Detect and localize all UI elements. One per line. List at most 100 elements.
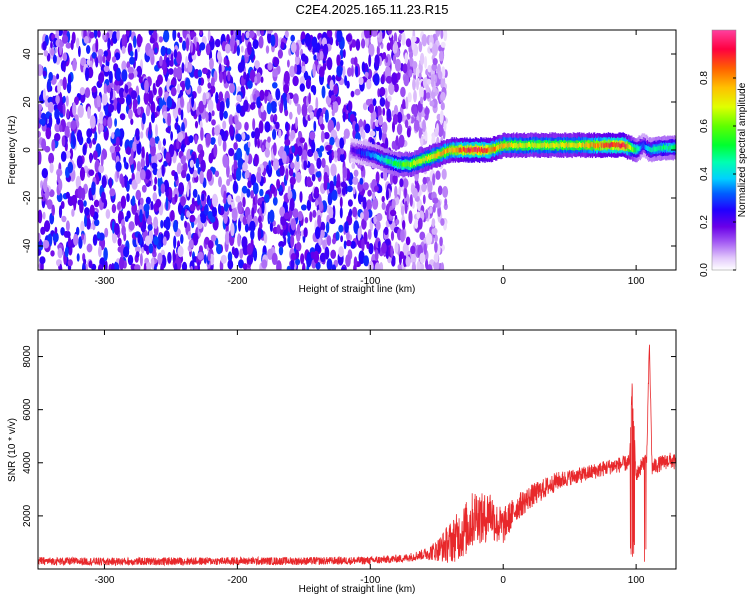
spectrogram-cell — [89, 31, 95, 39]
spectrogram-cell — [103, 83, 108, 95]
spectrogram-cell — [519, 142, 521, 147]
spectrogram-cell — [398, 134, 405, 148]
spectrogram-cell — [483, 148, 485, 153]
spectrogram-cell — [57, 243, 63, 250]
spectrogram-cell — [415, 161, 417, 166]
spectrogram-cell — [404, 119, 409, 128]
spectrogram-cell — [80, 187, 86, 201]
spectrogram-cell — [318, 200, 324, 212]
spectrogram-cell — [62, 95, 66, 103]
spectrogram-cell — [227, 251, 233, 263]
spectrogram-cell — [602, 142, 604, 147]
spectrogram-cell — [229, 124, 234, 137]
spectrogram-cell — [389, 209, 397, 217]
spectrogram-cell — [667, 146, 669, 151]
spectrogram-cell — [253, 153, 259, 167]
spectrogram-cell — [637, 145, 639, 151]
spectrogram-cell — [638, 146, 640, 152]
spectrogram-cell — [251, 207, 255, 220]
spectrogram-cell — [180, 155, 186, 165]
spectrogram-cell — [419, 231, 426, 241]
spectrogram-cell — [216, 243, 222, 255]
spectrogram-cell — [330, 163, 337, 177]
spectrogram-cell — [346, 185, 353, 193]
spectrogram-cell — [349, 113, 355, 123]
spectrogram-cell — [200, 127, 204, 141]
spectrogram-cell — [381, 195, 385, 203]
spectrogram-cell — [513, 143, 515, 149]
spectrogram-cell — [272, 196, 278, 206]
spectrogram-cell — [172, 249, 176, 264]
spectrogram-cell — [420, 96, 424, 105]
spectrogram-cell — [125, 94, 132, 106]
spectrogram-cell — [587, 143, 589, 149]
spectrogram-cell — [106, 84, 112, 94]
spectrogram-cell — [404, 186, 407, 199]
spectrogram-cell — [65, 191, 71, 199]
spectrogram-cell — [457, 147, 460, 153]
spectrogram-cell — [58, 205, 63, 219]
spectrogram-cell — [377, 115, 384, 126]
spectrogram-cell — [259, 89, 265, 102]
spectrogram-cell — [631, 146, 633, 151]
spectrogram-cell — [476, 148, 479, 153]
spectrogram-cell — [235, 167, 242, 181]
spectrogram-cell — [471, 147, 473, 153]
spectrogram-cell — [148, 121, 152, 136]
spectrogram-cell — [432, 197, 439, 204]
spectrogram-cell — [643, 144, 646, 150]
spectrogram-cell — [482, 148, 484, 154]
spectrogram-cell — [146, 262, 152, 270]
spectrogram-cell — [588, 143, 590, 149]
spectrogram-cell — [228, 174, 233, 182]
spectrogram-cell — [187, 62, 193, 73]
spectrogram-cell — [410, 253, 417, 265]
spectrogram-cell — [233, 180, 238, 193]
spectrogram-cell — [62, 76, 67, 90]
spectrogram-cell — [309, 111, 314, 120]
spectrogram-cell — [445, 149, 447, 155]
spectrogram-cell — [647, 146, 649, 151]
spectrogram-cell — [574, 143, 577, 148]
spectrogram-cell — [593, 143, 596, 149]
spectrogram-cell — [371, 152, 373, 158]
spectrogram-cell — [413, 160, 415, 166]
spectrogram-cell — [162, 236, 167, 246]
spectrogram-cell — [359, 177, 364, 185]
spectrogram-cell — [377, 88, 381, 98]
spectrogram-cell — [229, 83, 235, 94]
spectrogram-cell — [500, 144, 502, 149]
spectrogram-cell — [291, 145, 296, 153]
spectrogram-cell — [197, 50, 201, 57]
spectrogram-cell — [625, 144, 628, 149]
spectrogram-cell — [278, 148, 283, 158]
spectrogram-cell — [198, 100, 205, 114]
spectrogram-cell — [582, 142, 584, 147]
spectrogram-cell — [284, 109, 289, 117]
spectrogram-cell — [344, 221, 349, 233]
spectrogram-cell — [245, 170, 250, 179]
spectrogram-cell — [243, 99, 249, 112]
spectrogram-cell — [412, 187, 418, 199]
spectrogram-cell — [635, 147, 637, 153]
spectrogram-cell — [385, 56, 389, 63]
spectrogram-cell — [433, 153, 435, 159]
spectrogram-cell — [178, 182, 185, 195]
spectrogram-cell — [177, 32, 181, 39]
spectrogram-cell — [339, 59, 344, 67]
spectrogram-cell — [177, 132, 184, 142]
spectrogram-cell — [226, 164, 230, 178]
spectrogram-cell — [510, 142, 513, 147]
spectrogram-cell — [345, 239, 352, 247]
spectrogram-cell — [331, 264, 336, 270]
spectrogram-cell — [144, 235, 152, 246]
spectrogram-cell — [350, 90, 355, 98]
spectrogram-cell — [113, 262, 120, 270]
spectrogram-cell — [259, 188, 264, 197]
spectrogram-cell — [314, 226, 321, 240]
spectrogram-y-tick-label: -20 — [22, 190, 33, 205]
spectrogram-cell — [554, 143, 556, 149]
spectrogram-cell — [328, 206, 334, 219]
spectrogram-cell — [71, 208, 75, 217]
spectrogram-cell — [313, 250, 320, 264]
